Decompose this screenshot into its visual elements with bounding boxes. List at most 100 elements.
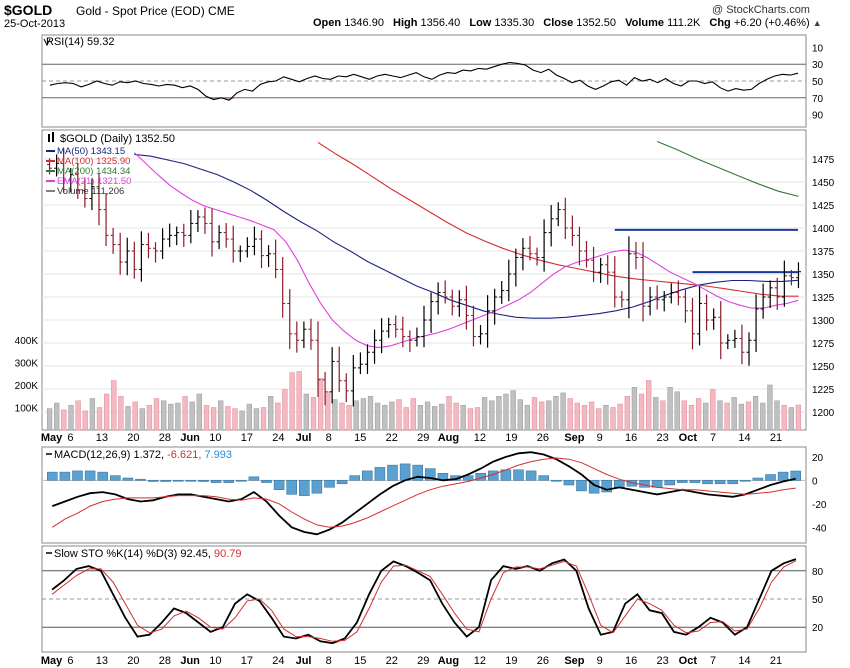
volume-bar [496,396,502,431]
rsi-line [49,61,799,101]
bottom-x-label: Jul [296,655,312,667]
volume-bar [68,405,74,431]
volume-bar [61,409,67,431]
macd-histogram-bar [248,476,260,481]
legend-label-4: Volume 111,206 [57,186,124,197]
volume-bar [382,405,388,431]
price-bar [103,193,109,247]
volume-bar [695,398,702,431]
volume-bar [153,398,160,431]
price-tick-label: 1375 [812,247,835,258]
volume-bar [631,387,638,431]
bottom-x-label: 23 [657,655,669,667]
volume-bar [353,400,359,431]
price-bar [478,324,484,345]
bottom-x-label: 10 [209,655,221,667]
price-x-label: 6 [67,432,73,444]
volume-bar [253,408,260,431]
macd-histogram-bar [538,475,549,481]
price-bar [612,256,618,308]
close-readout: Close 1352.50 [543,17,617,29]
macd-histogram-bar [261,480,272,483]
volume-bar [624,396,630,431]
volume-bar [489,400,495,431]
volume-bar [560,392,566,431]
price-bar [372,329,378,364]
price-bar [668,283,674,304]
chg-arrow-icon: ▲ [812,18,822,28]
price-x-label: 14 [738,432,750,444]
volume-bar [82,410,88,431]
price-bar [492,288,498,325]
volume-bar [182,396,188,431]
volume-bar [246,403,252,431]
volume-bar [553,396,559,431]
bottom-x-label: 21 [770,655,782,667]
legend-label-0: MA(50) 1343.15 [57,146,125,157]
price-bar [534,247,540,266]
price-x-label: 20 [127,432,139,444]
volume-bar [724,402,730,431]
volume-bar [282,389,288,431]
price-bar [562,197,568,240]
price-bar [470,305,476,347]
volume-bar [660,400,666,431]
price-bar [654,285,660,310]
macd-histogram-bar [727,480,738,485]
price-bar [689,297,695,350]
price-tick-label: 1450 [812,178,835,189]
price-bar [145,232,151,259]
series-ma100-line [317,141,799,297]
bottom-x-label: 9 [597,655,603,667]
volume-bar [603,405,609,431]
volume-bar [681,400,687,431]
sto-d-line [51,560,797,642]
price-bar [774,277,780,310]
price-bar [209,208,215,257]
price-tick-label: 1400 [812,224,835,235]
sto-tick-label: 50 [812,595,824,606]
price-bar [746,332,752,366]
macd-histogram-bar [336,480,348,485]
price-bar [633,241,639,270]
price-bar [181,223,187,247]
rsi-tick-label: 10 [812,43,824,54]
chart-date: 25-Oct-2013 [4,18,66,30]
volume-bar [175,402,181,431]
volume-bar [161,400,167,431]
volume-bar [374,402,381,431]
price-tick-label: 1475 [812,155,835,166]
price-bar [781,260,787,307]
price-bar [54,154,60,177]
macd-signal-line [52,457,796,528]
price-bar [605,255,611,285]
volume-bar [667,387,673,431]
volume-bar [410,398,416,431]
macd-tick-label: 20 [812,453,824,464]
volume-bar [653,397,659,431]
macd-histogram-bar [236,480,247,482]
price-bar [96,173,102,226]
volume-bar [196,393,202,431]
volume-bar [460,405,466,431]
macd-histogram-bar [349,475,360,481]
macd-histogram-bar [777,471,789,481]
volume-bar [360,398,367,431]
price-bar [647,286,653,316]
price-bar [400,316,406,348]
price-tick-label: 1325 [812,293,835,304]
price-bar [379,318,385,354]
bottom-x-label: 14 [738,655,750,667]
macd-title: MACD(12,26,9) 1.372, -6.621, 7.993 [54,449,232,461]
macd-histogram-bar [702,480,713,485]
volume-bar [417,405,424,431]
price-bar-icon [52,132,54,142]
volume-bar [225,406,231,431]
volume-bar [111,380,117,431]
volume-bar [367,396,374,431]
sto-title: Slow STO %K(14) %D(3) 92.45, 90.79 [54,548,242,560]
macd-histogram-bar [614,480,625,488]
volume-bar [139,408,145,431]
volume-bar [610,407,616,431]
